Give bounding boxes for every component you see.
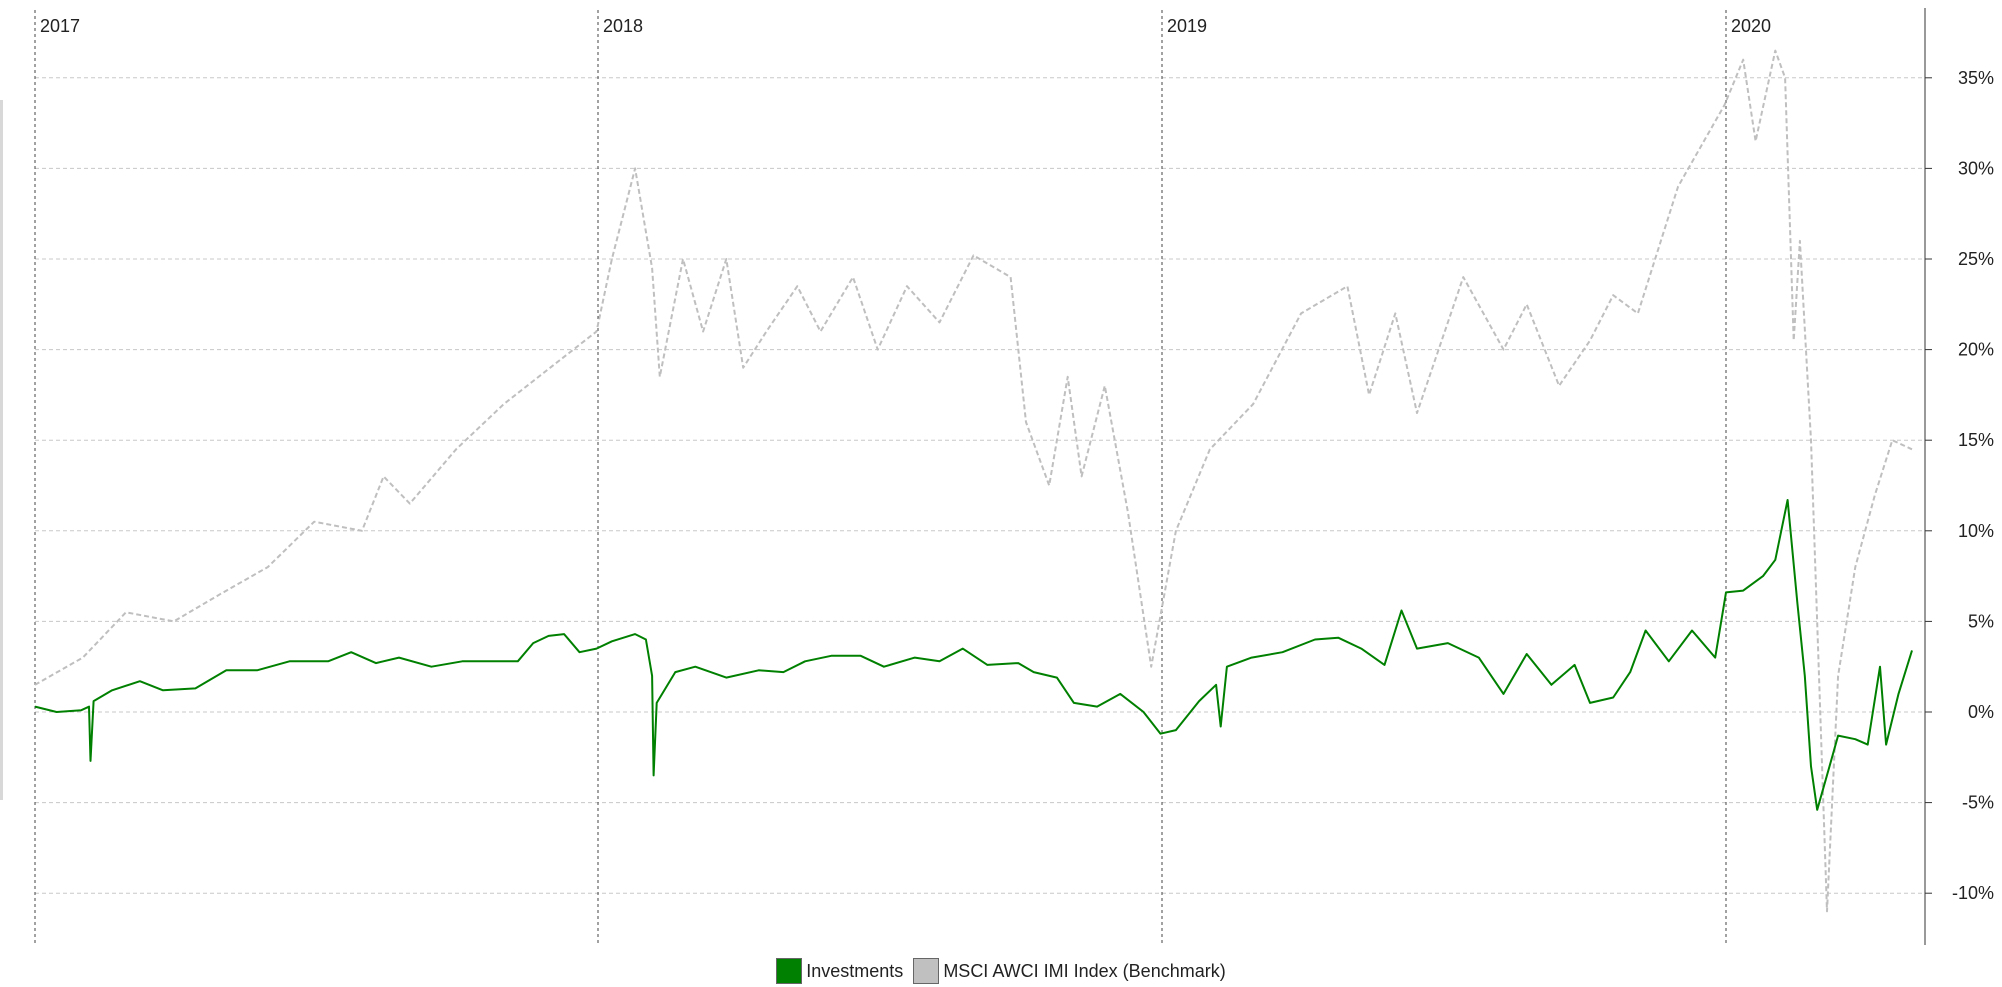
year-label: 2017	[40, 16, 80, 36]
y-tick-label: -5%	[1962, 793, 1994, 813]
y-axis: 35% 30% 25% 20% 15% 10% 5% 0% -5% -10%	[1924, 8, 1994, 945]
y-tick-label: 35%	[1958, 68, 1994, 88]
series-line-benchmark	[34, 49, 1913, 913]
legend-item-investments[interactable]: Investments	[776, 958, 903, 984]
legend-swatch-benchmark	[913, 958, 940, 984]
grid-lines	[35, 77, 1922, 894]
y-tick-label: 10%	[1958, 521, 1994, 541]
year-label: 2018	[603, 16, 643, 36]
series-lines	[34, 49, 1913, 913]
y-tick-label: 30%	[1958, 158, 1994, 178]
window-edge	[0, 100, 3, 800]
legend-item-benchmark[interactable]: MSCI AWCI IMI Index (Benchmark)	[913, 958, 1226, 984]
y-tick-label: -10%	[1952, 883, 1994, 903]
y-tick-label: 20%	[1958, 340, 1994, 360]
year-label: 2020	[1731, 16, 1771, 36]
legend: Investments MSCI AWCI IMI Index (Benchma…	[0, 958, 2002, 984]
year-label: 2019	[1167, 16, 1207, 36]
y-tick-label: 0%	[1968, 702, 1994, 722]
chart-svg: 2017 2018 2019 2020 35% 30% 25% 20% 15% 10% 5% 0% -…	[34, 8, 1994, 945]
y-tick-label: 25%	[1958, 249, 1994, 269]
legend-swatch-investments	[776, 958, 803, 984]
legend-label-investments: Investments	[806, 960, 904, 981]
legend-label-benchmark: MSCI AWCI IMI Index (Benchmark)	[943, 960, 1226, 981]
y-tick-label: 5%	[1968, 611, 1994, 631]
year-markers: 2017 2018 2019 2020	[34, 10, 1771, 945]
series-line-investments	[34, 499, 1913, 811]
y-tick-label: 15%	[1958, 430, 1994, 450]
